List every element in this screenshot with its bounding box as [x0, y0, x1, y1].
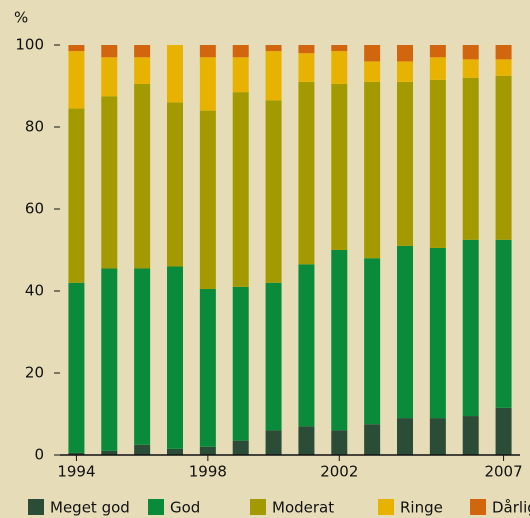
bar-segment — [232, 286, 249, 441]
bar-segment — [462, 59, 479, 78]
bar-segment — [364, 81, 381, 259]
bar-segment — [68, 108, 85, 283]
bar-segment — [68, 452, 85, 455]
bar-segment — [495, 407, 512, 455]
bar-segment — [397, 81, 413, 246]
bar-segment — [364, 424, 381, 455]
bar-segment — [199, 110, 216, 289]
bar-segment — [298, 53, 315, 82]
bar-segment — [298, 264, 315, 427]
bar-segment — [199, 45, 216, 58]
x-tick-label: 1994 — [57, 463, 95, 481]
bar-segment — [429, 418, 446, 455]
bar-segment — [495, 45, 512, 60]
bar-segment — [101, 45, 118, 58]
bar-segment — [364, 61, 381, 82]
bar-segment — [68, 51, 85, 109]
legend-swatch — [250, 499, 266, 515]
bar-segment — [232, 57, 249, 93]
bar-segment — [265, 51, 282, 101]
bar-segment — [265, 282, 282, 431]
bar-segment — [397, 61, 413, 82]
bar-segment — [331, 51, 348, 84]
bar-segment — [364, 45, 381, 62]
bar-segment — [101, 450, 118, 455]
bar-segment — [68, 282, 85, 453]
bar-segment — [101, 268, 118, 451]
y-axis-label: % — [14, 9, 28, 27]
bar-segment — [429, 79, 446, 248]
bar-segment — [232, 440, 249, 455]
legend-swatch — [148, 499, 164, 515]
bar-segment — [462, 239, 479, 417]
bar-segment — [429, 57, 446, 80]
bar-segment — [495, 59, 512, 76]
legend-label: God — [170, 499, 200, 517]
bar-segment — [462, 416, 479, 455]
bar-segment — [167, 266, 183, 449]
legend-label: Ringe — [400, 499, 443, 517]
y-tick-label: 100 — [15, 36, 44, 54]
bar-segment — [101, 96, 118, 269]
bar-segment — [134, 444, 151, 455]
bar-segment — [265, 430, 282, 455]
bar-segment — [397, 418, 413, 455]
bar-segment — [331, 430, 348, 455]
bar-segment — [331, 250, 348, 431]
y-tick-label: 80 — [25, 118, 44, 136]
bar-segment — [429, 247, 446, 419]
bar-segment — [232, 45, 249, 58]
y-tick-label: 60 — [25, 200, 44, 218]
bar-segment — [68, 45, 85, 52]
bar-segment — [199, 446, 216, 455]
bar-segment — [298, 81, 315, 265]
bar-segment — [199, 57, 216, 111]
bar-segment — [167, 448, 183, 455]
bar-segment — [298, 426, 315, 455]
bar-segment — [495, 239, 512, 408]
bar-segment — [167, 45, 183, 103]
x-tick-label: 2007 — [484, 463, 522, 481]
bar-segment — [462, 45, 479, 60]
y-tick-label: 20 — [25, 364, 44, 382]
bar-segment — [134, 45, 151, 58]
legend-label: Meget god — [50, 499, 130, 517]
bar-segment — [397, 45, 413, 62]
bar-segment — [331, 83, 348, 250]
bar-segment — [331, 45, 348, 52]
y-tick-label: 0 — [34, 446, 44, 464]
bar-segment — [397, 245, 413, 419]
legend-swatch — [470, 499, 486, 515]
legend-swatch — [28, 499, 44, 515]
legend-swatch — [378, 499, 394, 515]
bar-segment — [495, 75, 512, 240]
bar-segment — [232, 92, 249, 287]
bar-segment — [134, 83, 151, 269]
bar-segment — [199, 288, 216, 447]
bar-segment — [134, 268, 151, 445]
y-tick-label: 40 — [25, 282, 44, 300]
bar-segment — [167, 102, 183, 267]
x-tick-label: 2002 — [320, 463, 358, 481]
bar-segment — [134, 57, 151, 84]
bar-segment — [101, 57, 118, 97]
bar-segment — [364, 258, 381, 425]
bar-segment — [265, 45, 282, 52]
legend-label: Moderat — [272, 499, 334, 517]
bar-segment — [429, 45, 446, 58]
bar-segment — [462, 77, 479, 240]
legend-label: Dårlig — [492, 499, 530, 517]
x-tick-label: 1998 — [189, 463, 227, 481]
bar-segment — [265, 100, 282, 283]
bar-segment — [298, 45, 315, 54]
